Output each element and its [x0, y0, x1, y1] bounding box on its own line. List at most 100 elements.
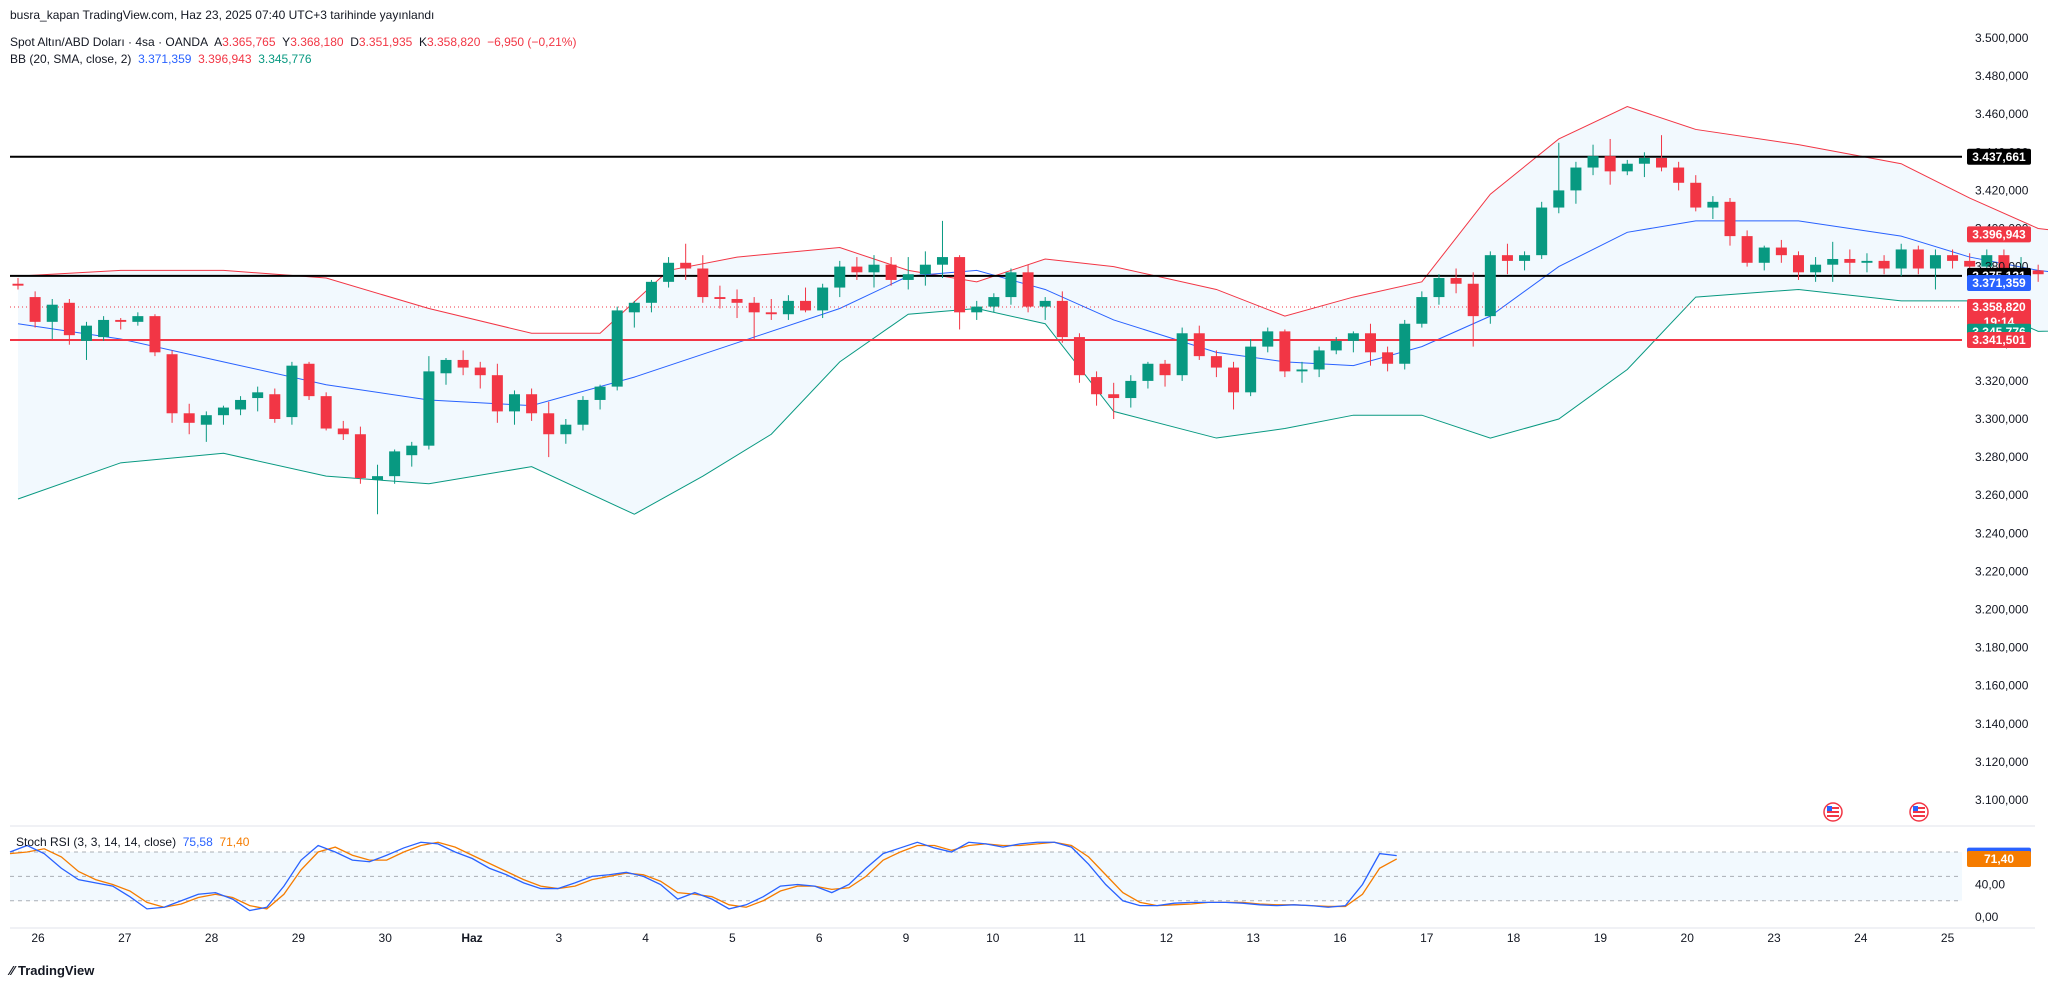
- candle: [183, 403, 195, 435]
- tag-text: 3.358,820: [1972, 300, 2026, 314]
- tag-background: [1967, 226, 2031, 243]
- candle: [902, 257, 914, 290]
- candle-body: [235, 399, 247, 410]
- high-value: 3.368,180: [290, 35, 344, 49]
- candle: [1775, 239, 1787, 263]
- candle: [2032, 264, 2044, 282]
- candle-body: [1125, 380, 1137, 399]
- candle: [457, 350, 469, 376]
- candle: [354, 426, 366, 484]
- candle-body: [919, 264, 931, 275]
- candle-body: [765, 312, 777, 315]
- time-axis[interactable]: 26 27 28 29 30 Haz 3 4 5 6 9 10 11 12 13 16 17 18 19 20 23 24…: [31, 931, 1954, 945]
- candle: [680, 243, 692, 280]
- candle: [1707, 196, 1719, 219]
- bb-legend[interactable]: BB (20, SMA, close, 2) 3.371,359 3.396,9…: [10, 52, 312, 66]
- tag-text: 3.437,661: [1972, 150, 2026, 164]
- candle-body: [971, 306, 983, 313]
- bb-lower-line: [17, 288, 2048, 515]
- candle-body: [1091, 377, 1103, 395]
- candle: [1553, 142, 1565, 214]
- price-tag: 3.371,359: [1967, 275, 2031, 292]
- candle-body: [1844, 258, 1856, 263]
- candle: [834, 260, 846, 298]
- price-axis[interactable]: 3.500,0003.480,0003.460,0003.440,0003.42…: [1975, 31, 2029, 807]
- horizontal-lines[interactable]: [10, 155, 1962, 341]
- price-tag: 3.341,501: [1967, 331, 2031, 348]
- flag-stripe: [1827, 811, 1839, 813]
- candle-body: [800, 300, 812, 311]
- candle-body: [1690, 182, 1702, 208]
- candle: [1690, 175, 1702, 212]
- candle: [200, 411, 212, 442]
- price-tick-label: 3.180,000: [1975, 641, 2029, 655]
- flag-canton: [1913, 806, 1918, 811]
- time-tick-label: 20: [1681, 931, 1695, 945]
- time-tick-label: 4: [642, 931, 649, 945]
- candle-body: [149, 316, 161, 353]
- candle-body: [2032, 270, 2044, 275]
- candle: [628, 300, 640, 328]
- time-tick-label: 13: [1247, 931, 1261, 945]
- candle-body: [1964, 260, 1976, 267]
- candle: [1810, 257, 1822, 282]
- time-tick-label: 23: [1767, 931, 1781, 945]
- candle: [269, 388, 281, 423]
- tag-background: [1967, 850, 2031, 867]
- candle: [1638, 152, 1650, 178]
- candle-body: [680, 262, 692, 269]
- candle-body: [731, 298, 743, 303]
- candle-body: [851, 266, 863, 273]
- candle-body: [1981, 255, 1993, 267]
- logo-mark-icon: ⁄⁄: [10, 963, 18, 978]
- candle: [645, 279, 657, 313]
- candle-body: [132, 316, 144, 322]
- candle-body: [1741, 236, 1753, 263]
- candle-body: [166, 354, 178, 414]
- price-tags: 3.437,6613.396,9433.375,1313.371,3593.35…: [1967, 148, 2031, 867]
- price-tick-label: 3.480,000: [1975, 69, 2029, 83]
- stoch-rsi-pane: 40,00 0,00: [9, 841, 2005, 924]
- stoch-rsi-legend[interactable]: Stoch RSI (3, 3, 14, 14, close) 75,58 71…: [16, 835, 249, 849]
- candle-body: [1775, 247, 1787, 256]
- candle: [560, 419, 572, 444]
- candle-body: [1827, 258, 1839, 265]
- candle-body: [560, 424, 572, 435]
- bb-fill: [18, 106, 2048, 515]
- candle: [1570, 161, 1582, 204]
- candle-body: [46, 304, 58, 322]
- candle-body: [663, 262, 675, 282]
- candle-body: [988, 297, 1000, 307]
- candle-body: [577, 399, 589, 425]
- tradingview-logo[interactable]: ⁄⁄ TradingView: [10, 963, 94, 978]
- candle: [372, 464, 384, 515]
- candle: [1125, 375, 1137, 408]
- candle: [1313, 346, 1325, 378]
- candle: [1262, 327, 1274, 353]
- symbol-legend[interactable]: Spot Altın/ABD Doları · 4sa · OANDA A3.3…: [10, 35, 576, 49]
- candle-body: [1022, 272, 1034, 307]
- candles: [12, 135, 2044, 515]
- candle: [474, 361, 486, 389]
- candle: [817, 283, 829, 319]
- candle-body: [1638, 158, 1650, 164]
- time-tick-label: Haz: [461, 931, 482, 945]
- candle-body: [697, 268, 709, 298]
- candle: [12, 278, 24, 290]
- candle-body: [1193, 333, 1205, 357]
- candle: [1929, 249, 1941, 290]
- candle: [1210, 350, 1222, 378]
- price-tick-label: 3.220,000: [1975, 564, 2029, 578]
- candle-body: [63, 302, 75, 336]
- candle: [80, 321, 92, 360]
- time-tick-label: 17: [1420, 931, 1434, 945]
- candle: [98, 316, 110, 341]
- candle-body: [1382, 352, 1394, 364]
- candle: [731, 289, 743, 319]
- close-label: K: [418, 35, 427, 49]
- candle-body: [1142, 363, 1154, 381]
- bb-upper-value: 3.396,943: [198, 52, 252, 66]
- event-flags[interactable]: [1823, 802, 1929, 822]
- candle-body: [217, 407, 229, 416]
